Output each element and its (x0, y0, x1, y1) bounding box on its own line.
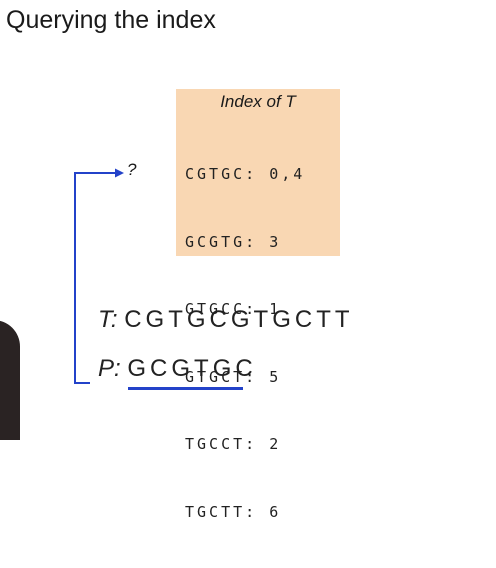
query-arrow-path (74, 172, 118, 384)
index-kmer: GCGTG (185, 232, 246, 251)
index-kmer: TGCCT (185, 435, 246, 453)
index-kmer: TGCTT (185, 502, 246, 521)
index-row: TGCTT: 6 (185, 502, 282, 521)
query-arrow (74, 168, 124, 384)
index-row: GTGCT: 5 (185, 367, 282, 386)
query-mark: ? (127, 160, 137, 179)
arrow-head-icon (115, 168, 124, 178)
pattern-sequence: P: GCGTGC (98, 355, 257, 383)
pattern-string: GCGTGC (127, 355, 257, 382)
index-offsets: 1 (269, 300, 282, 318)
index-offsets: 5 (269, 367, 282, 386)
index-row: GTGCC: 1 (185, 300, 282, 318)
index-title: Index of T (220, 92, 296, 111)
index-offsets: 3 (269, 232, 282, 251)
slide-title: Querying the index (6, 6, 216, 34)
index-kmer: CGTGC (185, 165, 246, 183)
pattern-label: P: (98, 355, 121, 382)
text-label: T: (98, 306, 118, 333)
index-kmer: GTGCT (185, 367, 246, 386)
index-row: CGTGC: 0,4 (185, 165, 306, 183)
text-sequence: T: CGTGCGTGCTT (98, 306, 354, 334)
index-offsets: 0,4 (269, 165, 306, 183)
index-row: GCGTG: 3 (185, 232, 282, 251)
index-kmer: GTGCC (185, 300, 246, 318)
text-string: CGTGCGTGCTT (124, 306, 354, 333)
pattern-underline (128, 387, 243, 390)
index-row: TGCCT: 2 (185, 435, 282, 453)
index-offsets: 6 (269, 502, 282, 521)
index-offsets: 2 (269, 435, 282, 453)
